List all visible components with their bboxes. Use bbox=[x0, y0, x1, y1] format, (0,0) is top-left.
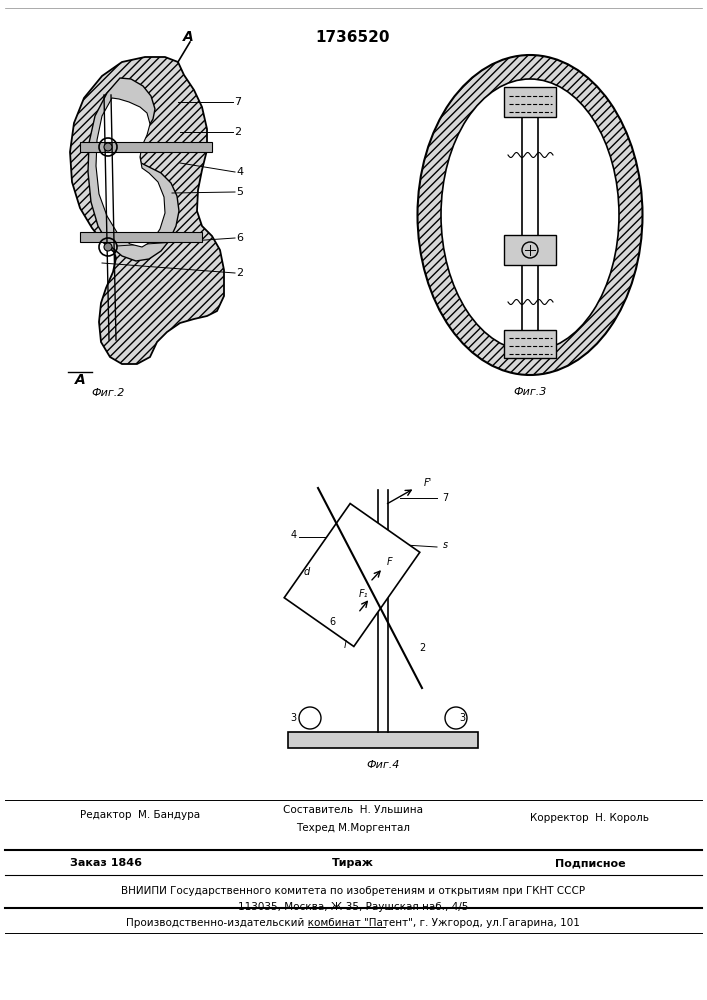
Text: Составитель  Н. Ульшина: Составитель Н. Ульшина bbox=[283, 805, 423, 815]
Text: Техред М.Моргентал: Техред М.Моргентал bbox=[296, 823, 410, 833]
Polygon shape bbox=[70, 57, 224, 364]
Text: 6: 6 bbox=[329, 617, 335, 627]
Text: 5: 5 bbox=[237, 187, 243, 197]
Text: Редактор  М. Бандура: Редактор М. Бандура bbox=[80, 810, 200, 820]
Text: 4: 4 bbox=[291, 530, 297, 540]
Text: d: d bbox=[304, 567, 310, 577]
Text: 4: 4 bbox=[236, 167, 244, 177]
Circle shape bbox=[104, 143, 112, 151]
Ellipse shape bbox=[441, 79, 619, 351]
Text: 7: 7 bbox=[235, 97, 242, 107]
Ellipse shape bbox=[418, 55, 643, 375]
Text: А: А bbox=[75, 373, 86, 387]
Text: 2: 2 bbox=[236, 268, 244, 278]
Text: ВНИИПИ Государственного комитета по изобретениям и открытиям при ГКНТ СССР: ВНИИПИ Государственного комитета по изоб… bbox=[121, 886, 585, 896]
Polygon shape bbox=[96, 98, 165, 247]
Polygon shape bbox=[504, 235, 556, 265]
Polygon shape bbox=[88, 78, 179, 261]
Text: F': F' bbox=[424, 478, 432, 488]
Text: 1736520: 1736520 bbox=[316, 30, 390, 45]
Circle shape bbox=[104, 243, 112, 251]
Polygon shape bbox=[80, 232, 202, 242]
Text: 2: 2 bbox=[419, 643, 425, 653]
Text: А: А bbox=[182, 30, 194, 44]
Text: Заказ 1846: Заказ 1846 bbox=[70, 858, 142, 868]
Text: Фиг.4: Фиг.4 bbox=[366, 760, 399, 770]
Text: Подписное: Подписное bbox=[555, 858, 625, 868]
Text: 113035, Москва, Ж-35, Раушская наб., 4/5: 113035, Москва, Ж-35, Раушская наб., 4/5 bbox=[238, 902, 468, 912]
Text: 3: 3 bbox=[459, 713, 465, 723]
Text: s: s bbox=[443, 540, 448, 550]
Text: l: l bbox=[344, 640, 346, 650]
Text: 3: 3 bbox=[290, 713, 296, 723]
Polygon shape bbox=[504, 330, 556, 358]
Text: Производственно-издательский комбинат "Патент", г. Ужгород, ул.Гагарина, 101: Производственно-издательский комбинат "П… bbox=[126, 918, 580, 928]
Text: F₁: F₁ bbox=[358, 589, 368, 599]
Text: Тираж: Тираж bbox=[332, 858, 374, 868]
Text: Корректор  Н. Король: Корректор Н. Король bbox=[530, 813, 650, 823]
Text: Фиг.3: Фиг.3 bbox=[513, 387, 547, 397]
Text: 6: 6 bbox=[237, 233, 243, 243]
Text: 7: 7 bbox=[442, 493, 448, 503]
Polygon shape bbox=[284, 504, 420, 646]
Polygon shape bbox=[80, 142, 212, 152]
Text: F: F bbox=[387, 557, 393, 567]
Polygon shape bbox=[288, 732, 478, 748]
Polygon shape bbox=[504, 87, 556, 117]
Text: Фиг.2: Фиг.2 bbox=[91, 388, 124, 398]
Text: 2: 2 bbox=[235, 127, 242, 137]
